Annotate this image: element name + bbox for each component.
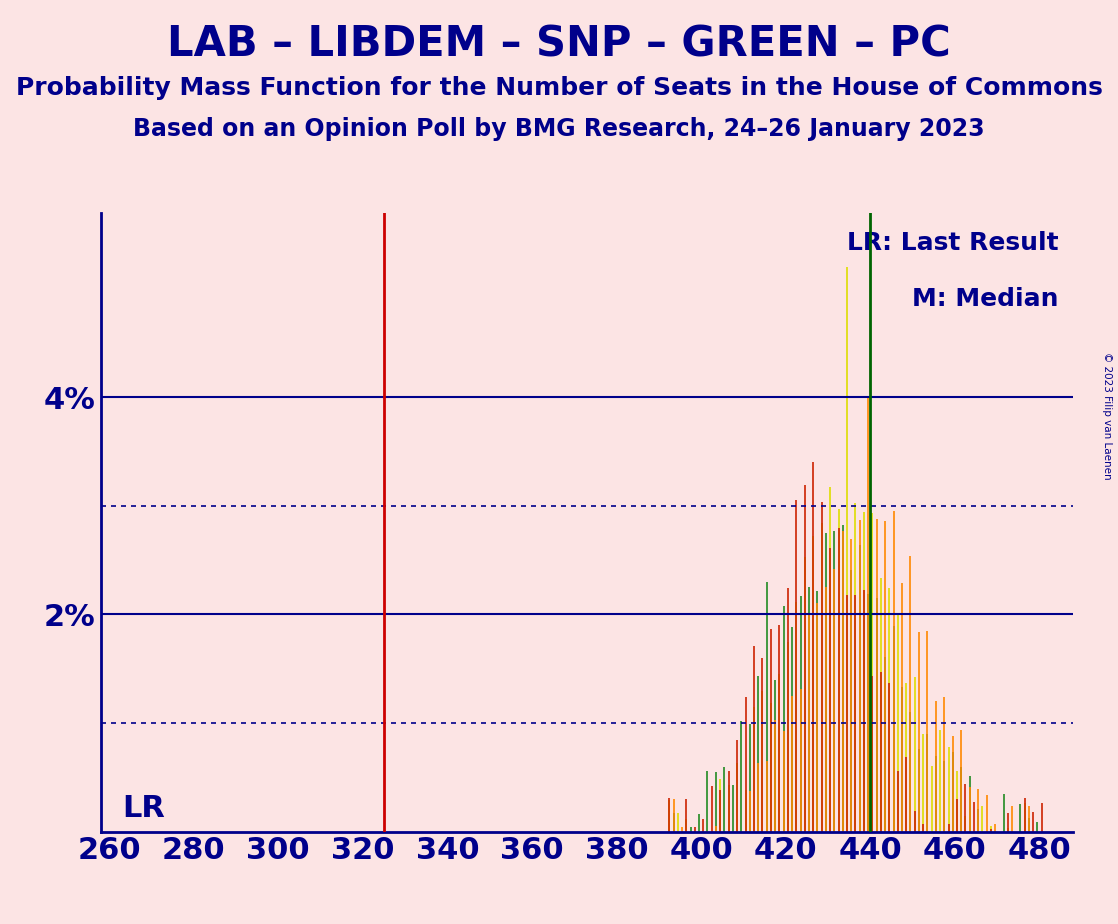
- Text: Probability Mass Function for the Number of Seats in the House of Commons: Probability Mass Function for the Number…: [16, 76, 1102, 100]
- Text: LR: Last Result: LR: Last Result: [847, 231, 1059, 255]
- Text: LAB – LIBDEM – SNP – GREEN – PC: LAB – LIBDEM – SNP – GREEN – PC: [167, 23, 951, 65]
- Text: © 2023 Filip van Laenen: © 2023 Filip van Laenen: [1102, 352, 1112, 480]
- Text: Based on an Opinion Poll by BMG Research, 24–26 January 2023: Based on an Opinion Poll by BMG Research…: [133, 117, 985, 141]
- Text: LR: LR: [122, 794, 164, 823]
- Text: M: Median: M: Median: [912, 286, 1059, 310]
